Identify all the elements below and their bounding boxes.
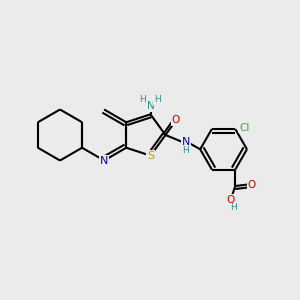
Text: H: H (139, 95, 145, 104)
Text: Cl: Cl (239, 122, 250, 133)
Text: O: O (248, 179, 256, 190)
Text: O: O (226, 194, 235, 205)
Text: O: O (172, 116, 180, 125)
Text: S: S (147, 151, 154, 160)
Text: N: N (182, 137, 190, 147)
Text: N: N (100, 155, 108, 166)
Text: H: H (154, 95, 160, 104)
Text: H: H (230, 203, 237, 212)
Text: N: N (147, 101, 154, 112)
Text: H: H (182, 146, 189, 155)
